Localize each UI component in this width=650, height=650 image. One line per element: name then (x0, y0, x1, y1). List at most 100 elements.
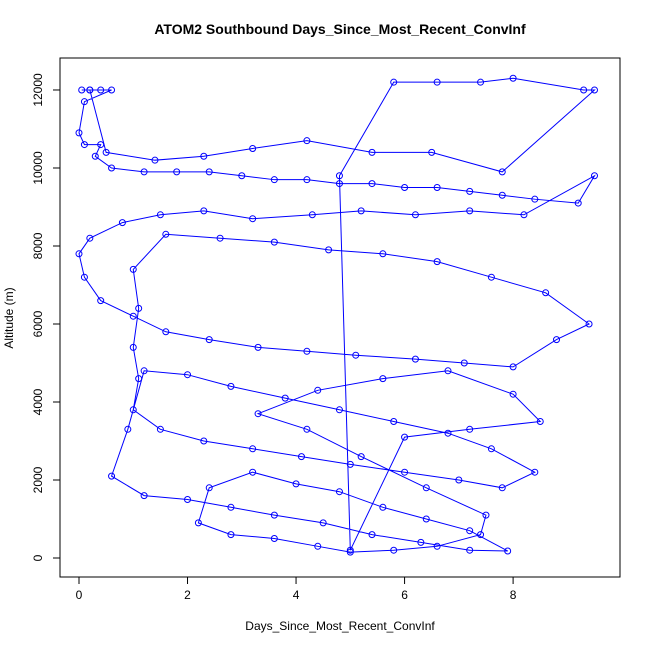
data-point (292, 480, 300, 488)
data-point (590, 172, 598, 180)
data-point (444, 429, 452, 437)
data-point (422, 515, 430, 523)
data-point (129, 312, 137, 320)
data-point (97, 86, 105, 94)
data-point (303, 137, 311, 145)
data-point (129, 406, 137, 414)
data-point (140, 367, 148, 375)
data-point (97, 141, 105, 149)
data-point (368, 180, 376, 188)
data-point (357, 207, 365, 215)
data-point (184, 371, 192, 379)
data-point (346, 460, 354, 468)
data-point (140, 168, 148, 176)
data-point (368, 531, 376, 539)
plot-frame (59, 57, 621, 578)
data-point (335, 180, 343, 188)
y-tick-label: 4000 (31, 388, 45, 415)
data-point (335, 406, 343, 414)
data-point (78, 86, 86, 94)
data-point (303, 176, 311, 184)
data-point (75, 129, 83, 137)
data-point (335, 172, 343, 180)
data-point (509, 390, 517, 398)
data-point (227, 531, 235, 539)
data-point (162, 230, 170, 238)
x-tick-label: 6 (401, 588, 408, 602)
data-point (238, 172, 246, 180)
data-point (325, 246, 333, 254)
data-point (216, 234, 224, 242)
data-point (433, 258, 441, 266)
data-point (156, 211, 164, 219)
data-point (352, 351, 360, 359)
y-tick-label: 2000 (31, 466, 45, 493)
data-point (504, 547, 512, 555)
data-point (173, 168, 181, 176)
data-point (379, 375, 387, 383)
x-tick-label: 4 (293, 588, 300, 602)
data-point (135, 304, 143, 312)
data-point (249, 215, 257, 223)
data-point (80, 273, 88, 281)
data-point (297, 453, 305, 461)
data-point (184, 496, 192, 504)
data-point (129, 265, 137, 273)
data-point (509, 363, 517, 371)
data-point (542, 289, 550, 297)
data-point (536, 417, 544, 425)
data-point (200, 207, 208, 215)
data-point (346, 546, 354, 554)
chart-title: ATOM2 Southbound Days_Since_Most_Recent_… (154, 21, 526, 37)
data-point (314, 386, 322, 394)
data-point (80, 141, 88, 149)
data-point (227, 503, 235, 511)
data-point (433, 78, 441, 86)
data-point (428, 148, 436, 156)
data-point (86, 86, 94, 94)
data-point (205, 336, 213, 344)
data-point (200, 152, 208, 160)
data-point (466, 207, 474, 215)
data-point (433, 542, 441, 550)
data-point (401, 468, 409, 476)
data-point (124, 425, 132, 433)
data-point (433, 183, 441, 191)
data-point (390, 78, 398, 86)
data-point (487, 273, 495, 281)
data-point (303, 347, 311, 355)
data-point (270, 238, 278, 246)
data-point (401, 433, 409, 441)
data-point (498, 168, 506, 176)
y-tick-label: 10000 (31, 151, 45, 185)
data-point (346, 548, 354, 556)
y-tick-label: 6000 (31, 310, 45, 337)
data-point (249, 144, 257, 152)
data-point (97, 297, 105, 305)
data-point (417, 538, 425, 546)
data-point (379, 503, 387, 511)
data-point (108, 86, 116, 94)
data-point (151, 156, 159, 164)
data-point (411, 211, 419, 219)
data-point (422, 484, 430, 492)
y-tick-label: 0 (31, 554, 45, 561)
data-point (205, 168, 213, 176)
data-point (368, 148, 376, 156)
data-point (466, 527, 474, 535)
y-axis-label: Altitude (m) (2, 287, 16, 348)
data-point (200, 437, 208, 445)
data-point (477, 78, 485, 86)
x-tick-label: 2 (184, 588, 191, 602)
data-point (249, 468, 257, 476)
x-axis-label: Days_Since_Most_Recent_ConvInf (245, 619, 435, 633)
data-point (308, 211, 316, 219)
data-point (401, 183, 409, 191)
data-point (466, 546, 474, 554)
data-point (249, 445, 257, 453)
data-point (108, 472, 116, 480)
data-point (466, 187, 474, 195)
data-point (531, 195, 539, 203)
data-point (156, 425, 164, 433)
